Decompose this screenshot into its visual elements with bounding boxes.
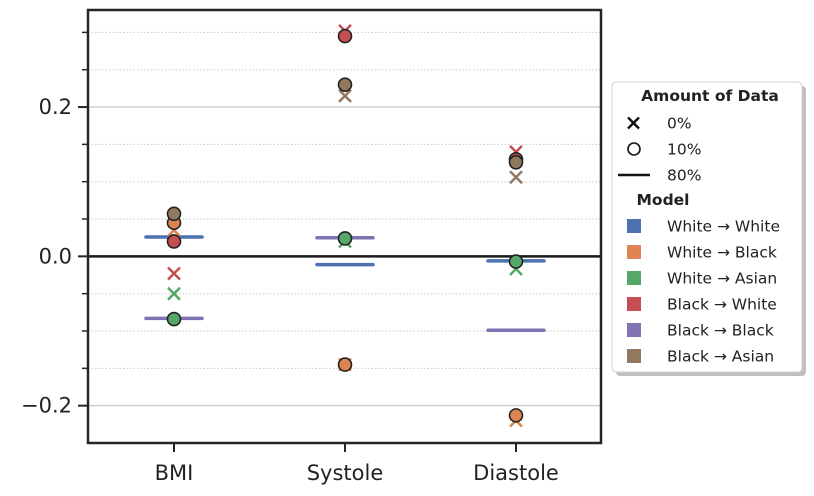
axes: −0.2 0.0 0.2 BMI Systole Diastole	[21, 8, 603, 485]
legend-color-swatch	[627, 245, 641, 259]
legend: Amount of Data 0% 10% 80% Model White → White…	[611, 81, 806, 376]
x-marker	[338, 88, 352, 103]
legend-color-swatch	[627, 349, 641, 363]
x-tick-label: Systole	[307, 461, 384, 485]
circle-marker	[166, 311, 182, 327]
x-marker	[167, 266, 181, 281]
legend-model-label: White → Asian	[667, 270, 777, 288]
legend-amount-label: 80%	[667, 167, 701, 185]
legend-model-label: White → Black	[667, 244, 777, 262]
circle-marker	[337, 357, 353, 372]
x-marker	[167, 286, 181, 301]
x-marker-stroke	[167, 286, 181, 301]
legend-box	[611, 81, 803, 373]
x-marker-stroke	[167, 266, 181, 281]
circle-marker	[337, 231, 353, 246]
x-marker	[509, 170, 523, 185]
y-tick-label: 0.0	[39, 244, 72, 268]
legend-x-icon	[627, 116, 640, 130]
legend-amount-label: 10%	[667, 141, 701, 159]
circle-marker	[166, 234, 182, 249]
x-tick-label: BMI	[155, 461, 194, 485]
legend-model-label: Black → Asian	[667, 348, 774, 366]
circle-marker	[337, 77, 353, 92]
legend-circle-icon	[627, 142, 641, 156]
legend-color-swatch	[627, 219, 641, 233]
legend-model-label: White → White	[667, 218, 780, 236]
circle-marker	[337, 28, 353, 44]
y-tick-label: −0.2	[21, 394, 72, 418]
y-tick-label: 0.2	[39, 95, 72, 119]
legend-color-swatch	[627, 323, 641, 337]
legend-x-icon-stroke	[627, 116, 640, 130]
circle-marker	[508, 408, 524, 423]
legend-model-title: Model	[637, 191, 690, 209]
legend-model-label: Black → Black	[667, 322, 774, 340]
legend-amount-label: 0%	[667, 115, 692, 133]
x-marker-stroke	[338, 88, 352, 103]
circle-marker	[508, 154, 524, 170]
legend-amount-title: Amount of Data	[641, 87, 779, 105]
legend-color-swatch	[627, 297, 641, 311]
data-marks	[144, 24, 546, 428]
x-marker-stroke	[509, 170, 523, 185]
x-tick-label: Diastole	[473, 461, 559, 485]
legend-model-label: Black → White	[667, 296, 777, 314]
legend-color-swatch	[627, 271, 641, 285]
circle-marker	[508, 254, 524, 269]
circle-marker	[166, 206, 182, 222]
